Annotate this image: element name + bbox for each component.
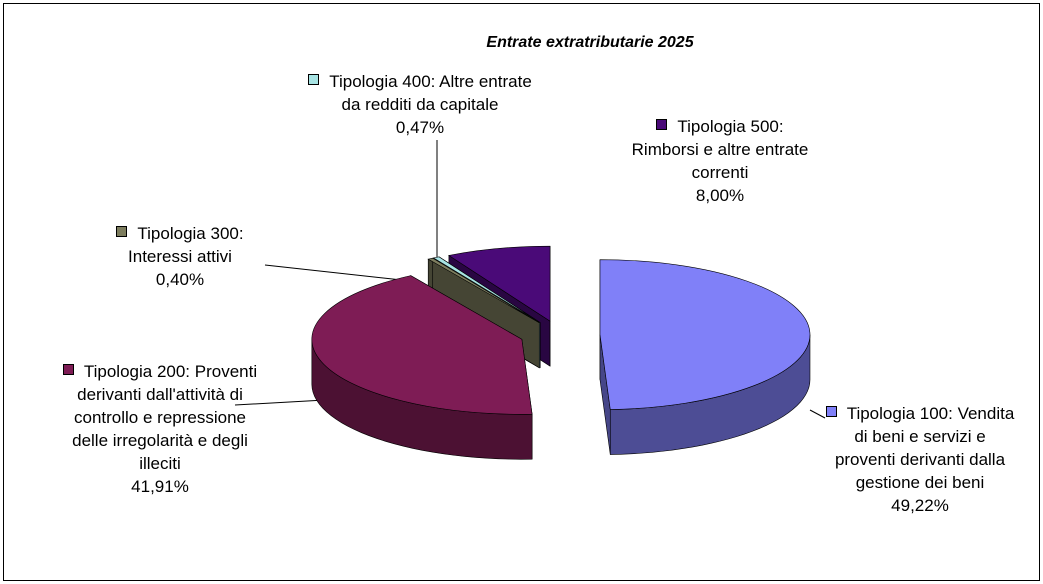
- slice: [448, 245, 551, 322]
- category-label: Tipologia 400: Altre entrate da redditi …: [329, 72, 532, 114]
- category-label: Tipologia 500: Rimborsi e altre entrate …: [631, 117, 809, 182]
- legend-key: [656, 119, 668, 130]
- legend-key: [308, 74, 320, 85]
- data-label: Tipologia 300: Interessi attivi 0,40%: [85, 222, 275, 291]
- data-label: Tipologia 200: Proventi derivanti dall'a…: [55, 360, 265, 498]
- slice: [427, 257, 540, 324]
- legend-key: [825, 406, 837, 417]
- slice: [432, 256, 541, 323]
- value-label: 0,40%: [155, 270, 205, 289]
- value-label: 41,91%: [131, 477, 189, 496]
- value-label: 49,22%: [891, 496, 949, 515]
- legend-key: [62, 364, 74, 375]
- category-label: Tipologia 100: Vendita di beni e servizi…: [834, 404, 1015, 492]
- leader-line: [809, 409, 826, 419]
- leader-line: [234, 399, 326, 406]
- data-label: Tipologia 400: Altre entrate da redditi …: [305, 70, 535, 139]
- slice: [311, 275, 533, 415]
- value-label: 8,00%: [695, 186, 745, 205]
- category-label: Tipologia 200: Proventi derivanti dall'a…: [72, 362, 258, 473]
- category-label: Tipologia 300: Interessi attivi: [128, 224, 244, 266]
- leader-line: [264, 264, 421, 283]
- chart-title: Entrate extratributarie 2025: [486, 34, 694, 51]
- data-label: Tipologia 500: Rimborsi e altre entrate …: [625, 115, 815, 207]
- value-label: 0,47%: [395, 118, 445, 137]
- slice: [599, 259, 811, 410]
- legend-key: [116, 226, 128, 237]
- data-label: Tipologia 100: Vendita di beni e servizi…: [825, 402, 1015, 517]
